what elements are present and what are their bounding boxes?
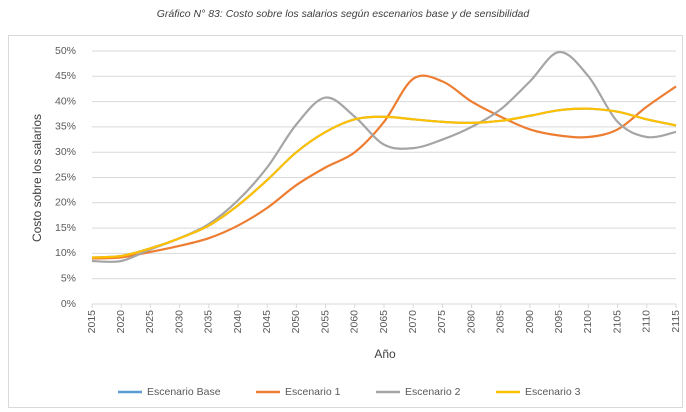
y-tick-label: 35% (55, 121, 76, 133)
legend-label: Escenario 3 (525, 386, 581, 398)
x-tick-label: 2105 (611, 310, 623, 334)
x-tick-label: 2050 (290, 310, 302, 334)
x-tick-label: 2040 (232, 310, 244, 334)
y-tick-label: 15% (55, 222, 76, 234)
y-tick-label: 50% (55, 45, 76, 57)
x-tick-label: 2015 (86, 310, 98, 334)
y-tick-label: 30% (55, 146, 76, 158)
x-tick-label: 2055 (319, 310, 331, 334)
x-tick-label: 2100 (582, 310, 594, 334)
legend-label: Escenario 2 (405, 386, 461, 398)
y-tick-label: 40% (55, 95, 76, 107)
x-tick-label: 2085 (495, 310, 507, 334)
y-tick-label: 45% (55, 70, 76, 82)
y-tick-label: 25% (55, 171, 76, 183)
x-tick-label: 2060 (349, 310, 361, 334)
x-axis-title: Año (374, 347, 396, 361)
y-axis-title: Costo sobre los salarios (30, 114, 44, 242)
y-tick-label: 10% (55, 247, 76, 259)
series-line (91, 107, 677, 259)
chart-border (8, 35, 683, 408)
x-tick-label: 2020 (115, 310, 127, 334)
series-line (91, 74, 677, 260)
x-tick-label: 2065 (378, 310, 390, 334)
y-tick-label: 20% (55, 197, 76, 209)
x-tick-label: 2090 (524, 310, 536, 334)
legend-label: Escenario Base (147, 386, 221, 398)
x-tick-label: 2035 (203, 310, 215, 334)
series-line (91, 107, 677, 259)
x-tick-label: 2080 (465, 310, 477, 334)
x-tick-label: 2025 (144, 310, 156, 334)
series-line (91, 50, 677, 263)
x-tick-label: 2115 (670, 310, 682, 333)
x-tick-label: 2070 (407, 310, 419, 334)
x-tick-label: 2075 (436, 310, 448, 334)
x-tick-label: 2110 (641, 310, 653, 333)
x-tick-label: 2030 (173, 310, 185, 334)
x-tick-label: 2095 (553, 310, 565, 334)
y-tick-label: 0% (61, 298, 76, 310)
chart-title: Gráfico N° 83: Costo sobre los salarios … (157, 8, 531, 20)
x-tick-label: 2045 (261, 310, 273, 334)
y-tick-label: 5% (61, 272, 76, 284)
legend-label: Escenario 1 (285, 386, 341, 398)
